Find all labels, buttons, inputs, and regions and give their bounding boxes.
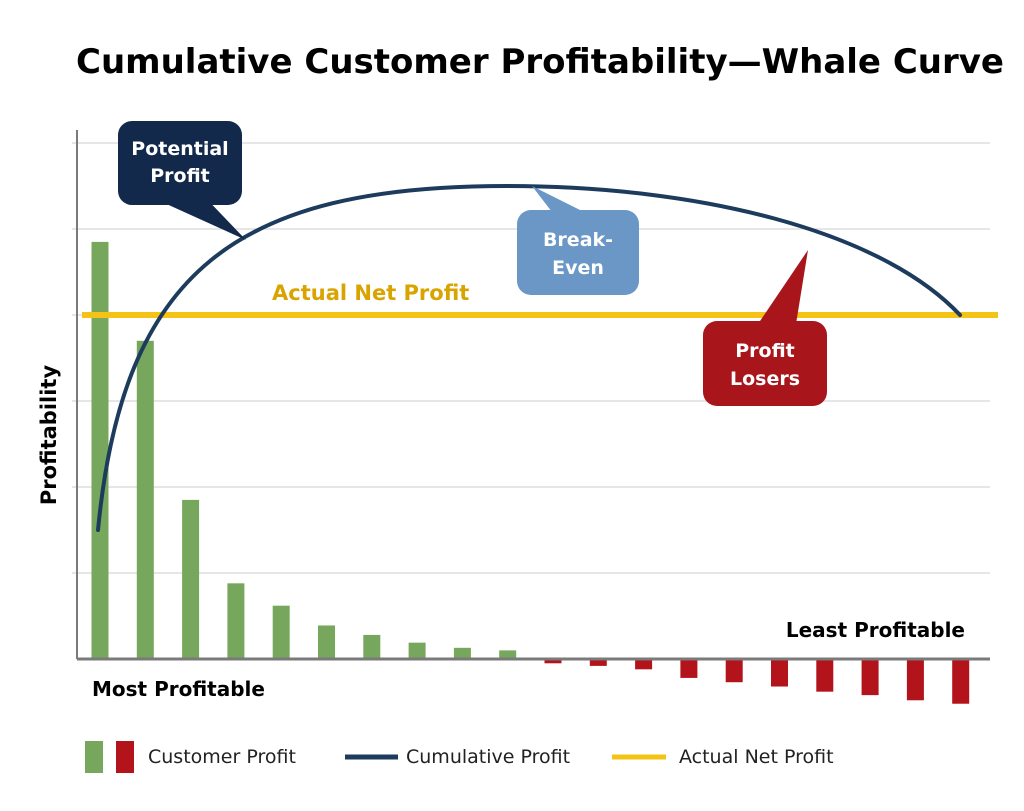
bar-18 [861, 659, 879, 696]
legend-label-cumulative-profit: Cumulative Profit [406, 746, 570, 768]
callout-profit-losers: Profit Losers [703, 250, 827, 406]
bar-15 [725, 659, 743, 683]
bar-7 [363, 634, 381, 659]
y-axis-label: Profitability [37, 365, 61, 506]
x-start-label: Most Profitable [92, 677, 265, 701]
callout-losers-box [703, 321, 827, 406]
bar-1 [91, 241, 109, 659]
callout-losers-line2: Losers [730, 368, 800, 390]
legend-swatch-negative [116, 741, 134, 773]
bar-8 [408, 642, 426, 659]
actual-net-profit-label: Actual Net Profit [272, 281, 469, 305]
bar-2 [136, 340, 154, 659]
bars-group [91, 241, 970, 704]
callout-breakeven-pointer [532, 186, 584, 212]
bar-3 [182, 499, 200, 659]
bar-9 [453, 647, 471, 659]
callout-potential-box [118, 121, 242, 205]
bar-11 [544, 659, 562, 664]
legend-label-actual-net-profit: Actual Net Profit [679, 746, 834, 768]
bar-14 [680, 659, 698, 678]
callout-breakeven-box [517, 210, 639, 295]
bar-6 [318, 625, 335, 659]
bar-13 [635, 659, 653, 670]
callout-losers-pointer [758, 250, 808, 324]
callout-breakeven-line1: Break- [543, 229, 613, 251]
legend: Customer Profit Cumulative Profit Actual… [85, 741, 834, 773]
bar-17 [816, 659, 834, 692]
cumulative-profit-curve [96, 183, 962, 532]
callout-potential-line2: Profit [150, 165, 210, 187]
bar-5 [272, 605, 290, 659]
callout-break-even: Break- Even [517, 186, 639, 295]
bar-4 [227, 583, 245, 659]
legend-label-customer-profit: Customer Profit [148, 746, 296, 768]
callout-losers-line1: Profit [735, 340, 795, 362]
callout-potential-line1: Potential [131, 138, 228, 160]
bar-20 [952, 659, 970, 704]
bar-16 [771, 659, 788, 687]
legend-swatch-positive [85, 741, 103, 773]
callout-potential-profit: Potential Profit [118, 121, 246, 240]
bar-12 [589, 659, 607, 666]
chart-title: Cumulative Customer Profitability—Whale … [76, 42, 1004, 82]
callout-breakeven-line2: Even [552, 257, 604, 279]
bar-19 [906, 659, 924, 701]
x-end-label: Least Profitable [786, 618, 965, 642]
bar-10 [499, 650, 517, 659]
